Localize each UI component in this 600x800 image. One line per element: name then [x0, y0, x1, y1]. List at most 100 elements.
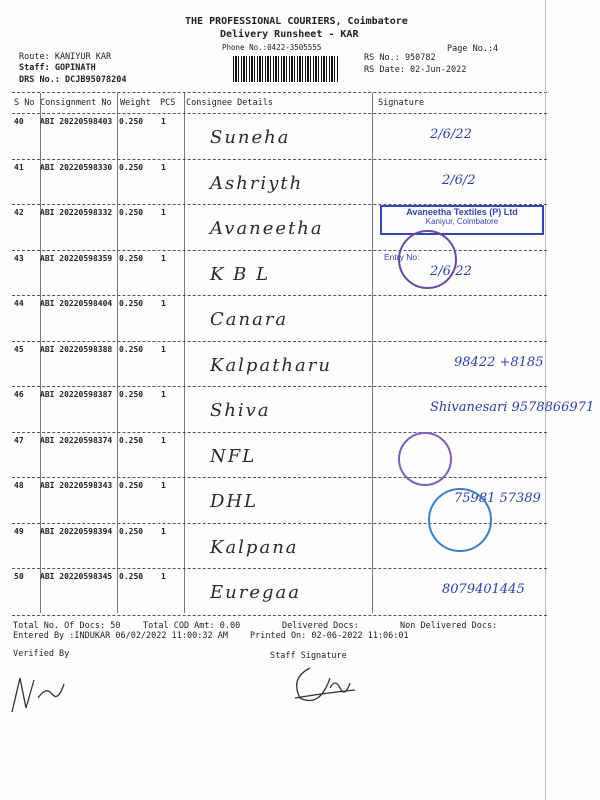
- col-pcs: PCS: [160, 98, 176, 108]
- row-sno: 46: [14, 390, 24, 399]
- row-divider: [12, 431, 547, 433]
- row-pcs: 1: [161, 253, 166, 263]
- drs-number: DRS No.: DCJB95078204: [19, 75, 127, 85]
- row-sno: 50: [14, 572, 24, 581]
- row-pcs: 1: [161, 344, 166, 354]
- row-signature: 2/6/2: [442, 172, 476, 188]
- row-divider: [12, 295, 547, 296]
- row-consignee: Kalpatharu: [210, 354, 332, 376]
- row-weight: 0.250: [119, 208, 144, 217]
- column-line: [184, 93, 185, 613]
- route: Route: KANIYUR KAR: [19, 52, 112, 62]
- row-divider: [12, 477, 547, 478]
- row-signature: 2/6/22: [430, 127, 472, 142]
- staff-signature-label: Staff Signature: [270, 651, 347, 661]
- row-divider: [12, 386, 547, 387]
- divider: [12, 615, 547, 616]
- col-signature: Signature: [378, 98, 425, 108]
- runsheet-title: Delivery Runsheet - KAR: [220, 29, 359, 40]
- row-consignment-no: ABI 20220598403: [40, 117, 113, 126]
- row-signature: 8079401445: [442, 582, 525, 597]
- row-sno: 40: [14, 117, 24, 126]
- row-pcs: 1: [161, 162, 166, 172]
- row-consignment-no: ABI 20220598387: [40, 390, 113, 399]
- row-consignee: Shiva: [210, 400, 271, 421]
- round-stamp-purple: [398, 432, 452, 486]
- row-sno: 41: [14, 162, 24, 172]
- total-cod: Total COD Amt: 0.00: [143, 621, 241, 631]
- staff: Staff: GOPINATH: [19, 63, 96, 73]
- row-consignee: Euregaa: [210, 582, 301, 603]
- row-divider: [12, 522, 547, 524]
- row-signature: 98422 +8185: [454, 354, 544, 370]
- row-pcs: 1: [161, 390, 166, 399]
- row-sno: 42: [14, 208, 24, 217]
- row-divider: [12, 568, 547, 569]
- row-weight: 0.250: [119, 117, 144, 126]
- row-consignment-no: ABI 20220598330: [40, 162, 113, 172]
- avaneetha-stamp: Avaneetha Textiles (P) Ltd Kaniyur, Coim…: [380, 205, 544, 235]
- row-pcs: 1: [161, 572, 166, 581]
- printed-on: Printed On: 02-06-2022 11:06:01: [250, 631, 409, 641]
- row-divider: [12, 249, 547, 251]
- row-consignee: Suneha: [210, 127, 291, 148]
- rs-number: RS No.: 950782: [364, 53, 436, 63]
- row-weight: 0.250: [119, 299, 144, 308]
- row-sno: 45: [14, 344, 24, 354]
- barcode: [233, 56, 338, 82]
- row-consignment-no: ABI 20220598394: [40, 526, 113, 536]
- row-consignee: K B L: [210, 263, 271, 285]
- row-consignment-no: ABI 20220598332: [40, 208, 113, 217]
- row-consignment-no: ABI 20220598374: [40, 435, 113, 445]
- col-weight: Weight: [120, 98, 151, 108]
- column-line: [40, 93, 41, 613]
- row-consignee: Ashriyth: [210, 172, 304, 194]
- rs-date: RS Date: 02-Jun-2022: [364, 65, 467, 75]
- column-line: [372, 93, 373, 613]
- row-pcs: 1: [161, 117, 166, 126]
- row-signature: Shivanesari 9578866971: [430, 400, 595, 415]
- row-pcs: 1: [161, 481, 166, 490]
- round-stamp-blue: [428, 488, 492, 552]
- row-divider: [12, 340, 547, 342]
- row-sno: 44: [14, 299, 24, 308]
- stamp-title: Avaneetha Textiles (P) Ltd: [406, 207, 518, 217]
- row-consignment-no: ABI 20220598345: [40, 572, 113, 581]
- staff-signature: [294, 667, 356, 702]
- phone-number: Phone No.:0422-3505555: [222, 43, 322, 52]
- column-line: [117, 93, 118, 613]
- row-weight: 0.250: [119, 390, 144, 399]
- stamp-subtitle: Kaniyur, Coimbatore: [425, 217, 499, 226]
- row-sno: 48: [14, 481, 24, 490]
- row-consignee: Canara: [210, 309, 289, 330]
- row-weight: 0.250: [119, 162, 144, 172]
- row-consignee: DHL: [210, 491, 259, 512]
- row-sno: 43: [14, 253, 24, 263]
- row-consignment-no: ABI 20220598388: [40, 344, 113, 354]
- verified-signature: [11, 677, 65, 713]
- row-consignment-no: ABI 20220598343: [40, 481, 113, 490]
- page-number: Page No.:4: [447, 44, 499, 54]
- row-pcs: 1: [161, 526, 166, 536]
- row-pcs: 1: [161, 208, 166, 217]
- company-name: THE PROFESSIONAL COURIERS, Coimbatore: [185, 16, 408, 27]
- row-divider: [12, 113, 547, 114]
- row-sno: 47: [14, 435, 24, 445]
- col-consignee: Consignee Details: [186, 98, 273, 108]
- round-stamp-purple: [398, 230, 457, 289]
- row-consignment-no: ABI 20220598359: [40, 253, 113, 263]
- row-weight: 0.250: [119, 344, 144, 354]
- row-weight: 0.250: [119, 526, 144, 536]
- row-divider: [12, 204, 547, 205]
- divider: [12, 92, 547, 93]
- row-consignee: NFL: [210, 445, 257, 467]
- col-sno: S No: [14, 98, 35, 108]
- row-weight: 0.250: [119, 435, 144, 445]
- row-weight: 0.250: [119, 253, 144, 263]
- entered-by: Entered By :INDUKAR 06/02/2022 11:00:32 …: [13, 631, 228, 641]
- row-weight: 0.250: [119, 481, 144, 490]
- delivered-docs: Delivered Docs:: [282, 621, 359, 631]
- total-docs: Total No. Of Docs: 50: [13, 621, 121, 631]
- row-pcs: 1: [161, 435, 166, 445]
